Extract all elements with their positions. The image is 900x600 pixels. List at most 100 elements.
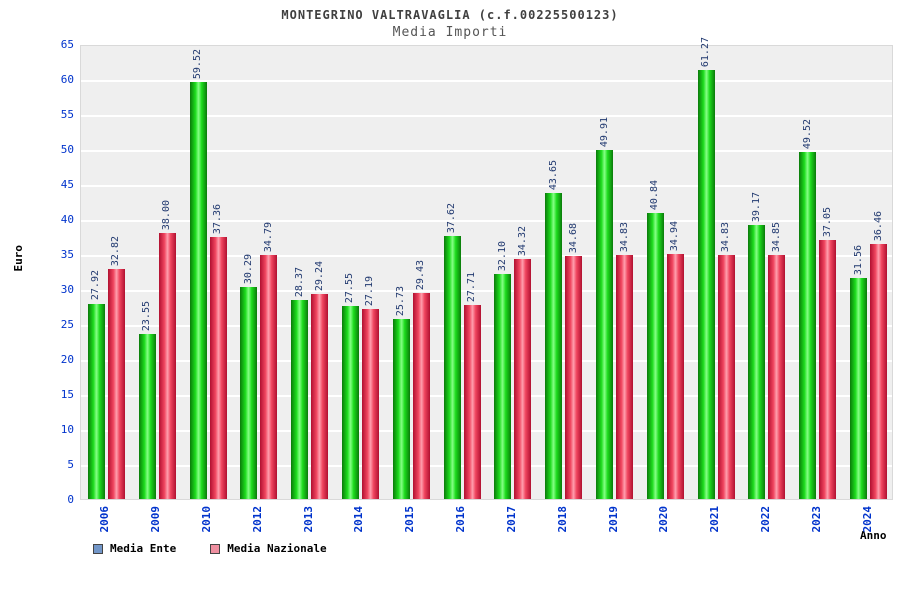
bar-media-ente (850, 278, 868, 499)
legend-item-media-ente: Media Ente (93, 542, 176, 555)
bar-value-label: 43.65 (547, 160, 559, 191)
bar-media-ente (392, 318, 410, 499)
x-tick-label: 2012 (250, 506, 264, 533)
y-tick-label: 25 (60, 318, 74, 331)
y-axis-label: Euro (12, 245, 25, 272)
gridline (81, 255, 892, 257)
bar-media-nazionale (463, 305, 481, 499)
bar-media-ente (545, 193, 563, 499)
y-tick-label: 40 (60, 213, 74, 226)
bar-value-label: 37.36 (212, 204, 224, 235)
bar-value-label: 61.27 (700, 37, 712, 68)
bar-media-nazionale (819, 239, 837, 499)
x-tick-label: 2016 (454, 506, 468, 533)
bar-media-ente (494, 274, 512, 499)
bar-value-label: 38.00 (161, 199, 173, 230)
bar-value-label: 34.79 (262, 222, 274, 253)
legend-swatch (210, 543, 221, 554)
bar-value-label: 27.55 (344, 273, 356, 304)
bar-value-label: 37.05 (821, 206, 833, 237)
gridline (81, 220, 892, 222)
bar-media-ente (443, 235, 461, 499)
chart-subtitle: Media Importi (392, 25, 508, 40)
bar-value-label: 34.32 (516, 225, 528, 256)
bar-media-ente (748, 224, 766, 499)
x-tick-label: 2015 (403, 506, 417, 533)
bar-value-label: 49.91 (598, 116, 610, 147)
x-tick-label: 2013 (301, 506, 315, 533)
bar-value-label: 34.85 (770, 221, 782, 253)
gridline (81, 325, 892, 327)
bar-value-label: 34.68 (567, 223, 579, 254)
y-tick-label: 60 (60, 73, 74, 86)
bar-media-nazionale (158, 233, 176, 499)
y-tick-label: 50 (60, 143, 74, 156)
bar-media-nazionale (361, 308, 379, 499)
y-tick-label: 55 (60, 108, 74, 121)
gridline (81, 115, 892, 117)
bar-media-nazionale (717, 255, 735, 499)
y-tick-label: 45 (60, 178, 74, 191)
bar-media-nazionale (209, 237, 227, 499)
bar-value-label: 23.55 (141, 301, 153, 332)
bar-value-label: 34.83 (720, 222, 732, 253)
bar-value-label: 27.92 (90, 270, 102, 301)
bar-value-label: 32.82 (110, 236, 122, 267)
legend-swatch (93, 543, 103, 554)
x-tick-label: 2020 (657, 506, 671, 533)
bar-value-label: 30.29 (242, 253, 254, 284)
y-tick-label: 10 (60, 423, 74, 436)
gridline (81, 430, 892, 432)
gridline (81, 465, 892, 467)
bar-value-label: 31.56 (852, 244, 864, 276)
gridline (81, 395, 892, 397)
y-tick-label: 30 (60, 283, 74, 296)
y-tick-label: 65 (60, 38, 74, 51)
bar-media-ente (341, 306, 359, 499)
gridline (81, 360, 892, 362)
bar-value-label: 27.19 (364, 275, 376, 306)
x-tick-label: 2019 (606, 506, 620, 533)
chart-title: MONTEGRINO VALTRAVAGLIA (c.f.00225500123… (281, 8, 619, 22)
bar-media-nazionale (311, 294, 329, 499)
bar-media-nazionale (616, 255, 634, 499)
bar-value-label: 27.71 (466, 271, 478, 303)
gridline (81, 150, 892, 152)
bar-media-nazionale (565, 256, 583, 499)
gridline (81, 290, 892, 292)
bar-media-nazionale (768, 255, 786, 499)
x-tick-label: 2017 (504, 506, 518, 533)
plot-area: 27.92 32.82 23.55 38.00 59.52 37.36 30.29 34.79… (80, 37, 893, 500)
bar-value-label: 37.62 (446, 202, 458, 233)
bar-value-label: 49.52 (801, 119, 813, 150)
bar-media-ente (138, 334, 156, 499)
y-tick-label: 35 (60, 248, 74, 261)
x-tick-label: 2024 (860, 506, 874, 533)
bar-media-nazionale (870, 243, 888, 499)
bar-value-label: 29.43 (415, 259, 427, 290)
bar-media-nazionale (514, 258, 532, 499)
bar-value-label: 39.17 (750, 191, 762, 222)
bar-media-ente (799, 152, 817, 499)
x-tick-label: 2022 (758, 506, 772, 533)
y-tick-label: 5 (67, 458, 74, 471)
bar-value-label: 34.94 (669, 221, 681, 252)
bar-value-label: 28.37 (293, 267, 305, 298)
x-tick-label: 2021 (708, 506, 722, 533)
legend-label: Media Nazionale (227, 542, 327, 555)
bar-media-ente (596, 149, 614, 499)
bar-value-label: 34.83 (618, 222, 630, 253)
legend-label: Media Ente (110, 542, 177, 555)
legend-item-media-nazionale: Media Nazionale (210, 542, 327, 555)
bar-media-nazionale (260, 255, 278, 499)
bar-media-ente (646, 213, 664, 499)
y-tick-label: 0 (67, 493, 74, 506)
x-tick-label: 2023 (809, 506, 823, 533)
x-tick-label: 2010 (200, 506, 214, 533)
bar-value-label: 25.73 (395, 285, 407, 316)
gridline (81, 185, 892, 187)
x-tick-label: 2006 (98, 506, 112, 533)
bar-value-label: 36.46 (872, 210, 884, 241)
bar-value-label: 32.10 (496, 241, 508, 272)
